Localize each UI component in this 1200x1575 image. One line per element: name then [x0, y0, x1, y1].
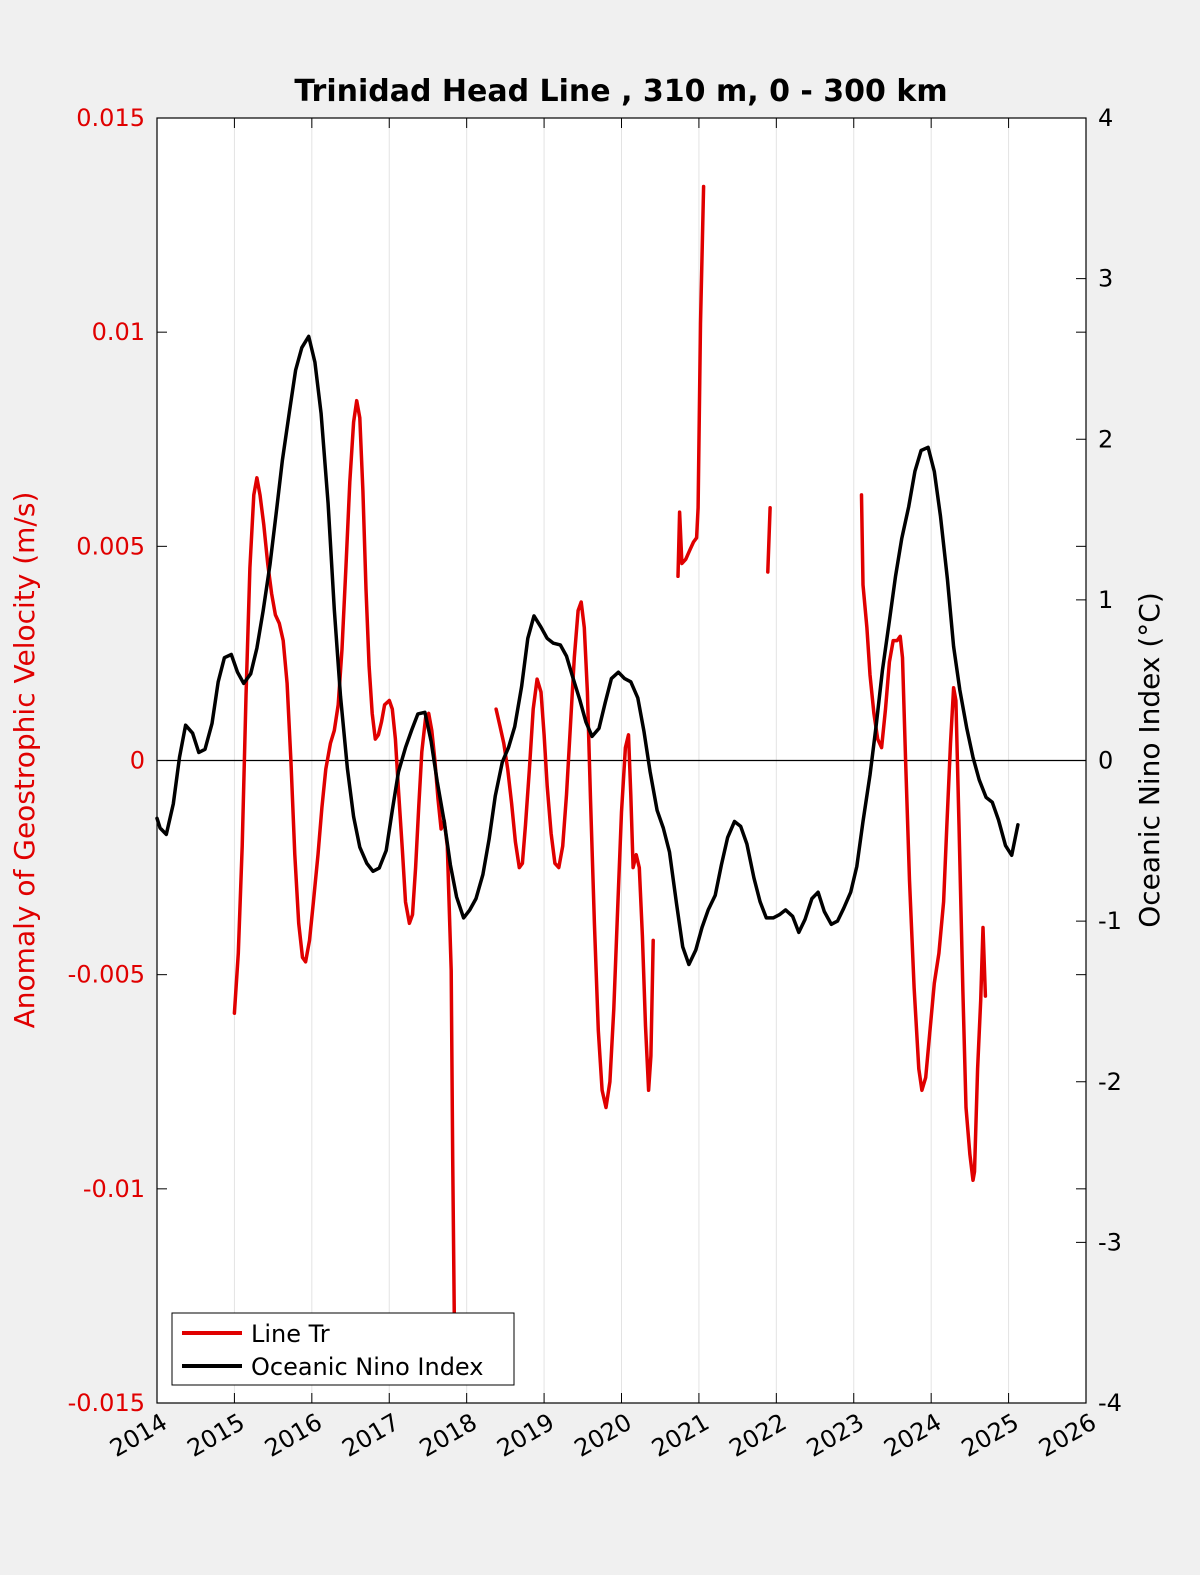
right-axis-label: Oceanic Nino Index (°C): [1133, 592, 1166, 928]
x-tick-label: 2016: [260, 1408, 327, 1463]
series-line-tr-segment-4: [859, 493, 988, 1183]
left-axis-label: Anomaly of Geostrophic Velocity (m/s): [8, 492, 41, 1029]
x-tick-label: 2026: [1034, 1408, 1101, 1463]
legend: Line Tr Oceanic Nino Index: [171, 1312, 515, 1386]
left-axis-ticks: -0.015 -0.01 -0.005 0 0.005 0.01 0.015: [68, 104, 1086, 1417]
legend-label-oni: Oceanic Nino Index: [251, 1353, 483, 1381]
x-tick-label: 2015: [183, 1408, 250, 1463]
right-axis-ticks: -4 -3 -2 -1 0 1 2 3 4: [1076, 104, 1122, 1417]
x-tick-label: 2018: [415, 1408, 482, 1463]
right-tick-label: -4: [1098, 1389, 1122, 1417]
series-line-tr-segment-0: [232, 398, 457, 1320]
right-tick-label: 0: [1098, 747, 1113, 775]
right-tick-label: 4: [1098, 104, 1113, 132]
x-tick-label: 2020: [570, 1408, 637, 1463]
left-tick-label: 0.01: [92, 318, 145, 346]
legend-label-line-tr: Line Tr: [251, 1320, 330, 1348]
left-tick-label: 0: [130, 747, 145, 775]
series-line-tr-segment-2: [676, 184, 706, 579]
right-tick-label: -3: [1098, 1228, 1122, 1256]
chart-title: Trinidad Head Line , 310 m, 0 - 300 km: [294, 74, 947, 109]
x-tick-label: 2017: [337, 1408, 404, 1463]
left-tick-label: -0.01: [83, 1175, 145, 1203]
right-tick-label: 2: [1098, 425, 1113, 453]
series-line-tr-segment-3: [766, 506, 772, 574]
series-line-tr-segment-1: [494, 600, 655, 1110]
series-layer: [155, 184, 1020, 1320]
x-tick-label: 2021: [647, 1408, 714, 1463]
x-tick-label: 2023: [802, 1408, 869, 1463]
legend-box: [171, 1312, 515, 1386]
left-tick-label: -0.005: [68, 961, 145, 989]
right-tick-label: -1: [1098, 907, 1122, 935]
x-tick-label: 2022: [724, 1408, 791, 1463]
series-oceanic-nino-index-segment-0: [155, 334, 1020, 967]
left-tick-label: -0.015: [68, 1389, 145, 1417]
x-tick-label: 2024: [879, 1408, 946, 1463]
left-tick-label: 0.005: [76, 532, 145, 560]
right-tick-label: -2: [1098, 1068, 1122, 1096]
right-tick-label: 3: [1098, 265, 1113, 293]
x-tick-label: 2019: [492, 1408, 559, 1463]
right-tick-label: 1: [1098, 586, 1113, 614]
left-tick-label: 0.015: [76, 104, 145, 132]
x-tick-label: 2025: [957, 1408, 1024, 1463]
